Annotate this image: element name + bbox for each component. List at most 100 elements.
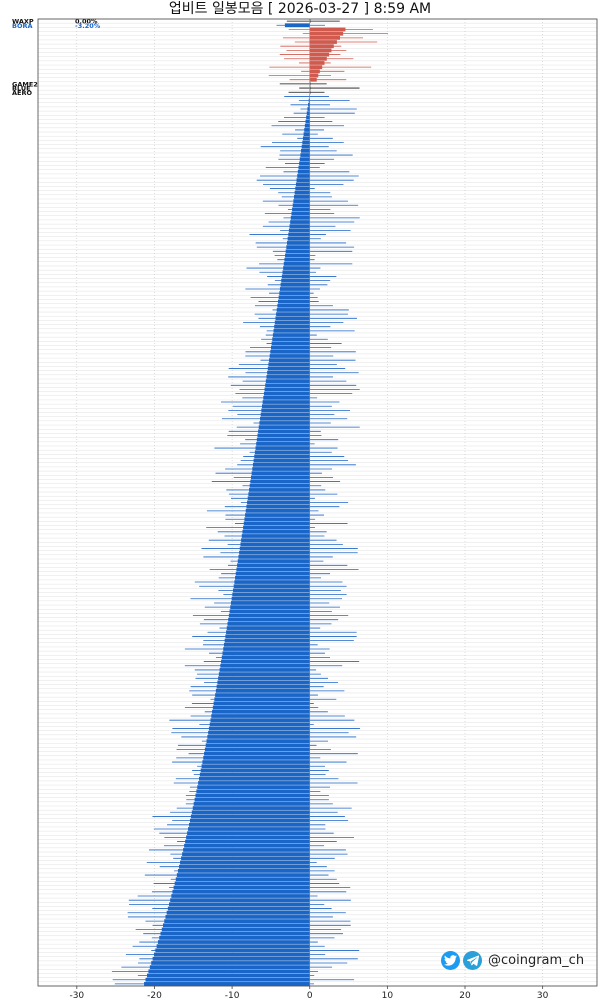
- bar: [285, 253, 310, 258]
- bar: [308, 98, 310, 103]
- bar: [184, 843, 310, 848]
- bar: [243, 525, 310, 530]
- twitter-icon[interactable]: [441, 950, 460, 970]
- bar: [144, 982, 310, 986]
- bar: [250, 475, 310, 480]
- bar: [217, 680, 310, 685]
- bar: [295, 186, 310, 191]
- bar: [153, 952, 310, 957]
- bar: [265, 379, 310, 383]
- bar: [266, 375, 310, 379]
- bar: [304, 128, 310, 132]
- bar: [287, 236, 310, 241]
- bar: [235, 571, 310, 576]
- row-label: AERO: [12, 89, 32, 97]
- bar: [226, 630, 310, 635]
- bar: [180, 860, 310, 865]
- bar: [299, 161, 310, 166]
- bar: [252, 462, 310, 467]
- bar: [309, 52, 330, 57]
- bar: [293, 199, 310, 203]
- bar: [206, 739, 310, 743]
- bar: [243, 521, 310, 526]
- bar: [247, 496, 310, 501]
- bar: [306, 115, 310, 120]
- bar: [301, 148, 310, 153]
- bar: [226, 626, 310, 630]
- bar: [230, 605, 310, 610]
- plot-frame: [37, 18, 598, 987]
- bar: [198, 776, 310, 781]
- bar: [189, 822, 310, 827]
- bar: [276, 308, 310, 312]
- bar: [249, 488, 310, 492]
- bar: [245, 513, 310, 517]
- bar: [212, 705, 310, 710]
- bar: [204, 747, 310, 752]
- bar: [260, 416, 310, 421]
- bar: [211, 714, 310, 718]
- bar: [262, 400, 310, 404]
- row-label: WAXP: [12, 18, 34, 26]
- bar: [247, 500, 310, 505]
- bar: [291, 211, 310, 216]
- bar: [309, 56, 327, 61]
- bar: [280, 282, 310, 287]
- bar: [231, 596, 310, 601]
- bar: [270, 345, 310, 350]
- bar: [309, 77, 317, 82]
- bar: [307, 107, 310, 111]
- bar: [254, 450, 310, 455]
- bar: [212, 709, 310, 714]
- bar: [284, 257, 310, 262]
- bar: [191, 810, 310, 815]
- brand-handle[interactable]: @coingram_ch: [488, 952, 585, 968]
- bar: [253, 458, 310, 463]
- bar: [166, 910, 310, 915]
- telegram-icon[interactable]: [463, 950, 482, 970]
- bar: [175, 877, 310, 882]
- bar: [222, 651, 310, 656]
- bar: [303, 132, 310, 137]
- bar: [208, 726, 310, 731]
- bar: [161, 927, 310, 932]
- bar: [277, 303, 310, 308]
- bar: [281, 278, 310, 283]
- bar: [169, 902, 310, 907]
- bar: [165, 915, 310, 919]
- bar: [163, 923, 310, 928]
- bar: [286, 245, 310, 250]
- bar: [190, 814, 310, 819]
- bar: [173, 885, 310, 890]
- bar: [285, 249, 310, 254]
- bar: [258, 425, 310, 430]
- bar: [224, 638, 310, 643]
- bar: [215, 693, 310, 697]
- bar: [298, 165, 310, 170]
- bar: [228, 617, 310, 622]
- row-label: BLUE: [12, 85, 31, 93]
- bar: [200, 768, 310, 773]
- bar: [155, 948, 310, 953]
- bar: [309, 48, 332, 53]
- bar: [238, 555, 310, 559]
- bar: [288, 232, 310, 237]
- bar: [207, 735, 310, 739]
- bar: [208, 730, 310, 735]
- bar: [178, 864, 310, 869]
- bar: [240, 542, 310, 547]
- bar: [187, 831, 310, 836]
- bar: [199, 772, 310, 777]
- bar: [309, 27, 346, 32]
- x-tick-label: -20: [147, 991, 162, 1000]
- x-tick-label: 10: [382, 991, 394, 1000]
- bar: [301, 144, 310, 149]
- bar: [189, 818, 310, 823]
- bar: [259, 421, 310, 425]
- bar: [302, 136, 310, 141]
- bar: [282, 270, 310, 275]
- bar: [221, 659, 310, 664]
- bar: [156, 944, 310, 949]
- bar: [296, 178, 310, 183]
- bar: [256, 437, 310, 442]
